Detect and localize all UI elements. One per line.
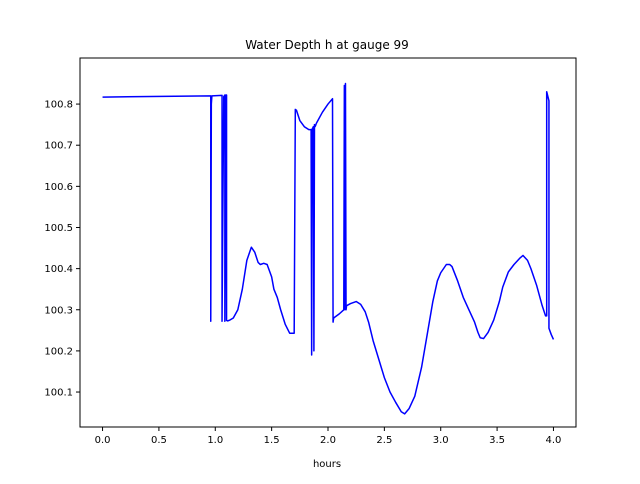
y-tick-label: 100.6 <box>44 182 73 193</box>
x-tick-label: 0.5 <box>151 435 167 446</box>
y-tick-label: 100.7 <box>44 141 73 152</box>
x-tick-label: 0.0 <box>95 435 111 446</box>
y-tick-label: 100.8 <box>44 100 73 111</box>
x-tick-label: 3.0 <box>433 435 449 446</box>
x-tick-label: 2.0 <box>320 435 336 446</box>
y-tick-label: 100.4 <box>44 264 73 275</box>
x-tick-label: 2.5 <box>376 435 392 446</box>
y-tick-label: 100.5 <box>44 223 73 234</box>
x-tick-label: 4.0 <box>546 435 562 446</box>
y-tick-label: 100.2 <box>44 346 73 357</box>
chart-title: Water Depth h at gauge 99 <box>245 38 409 52</box>
x-tick-label: 3.5 <box>489 435 505 446</box>
plot-area <box>102 82 555 415</box>
x-axis-label: hours <box>313 459 341 470</box>
axis-ticks: 0.0 0.5 1.0 1.5 2.0 2.5 3.0 3.5 4.0 100.1 100.2 100… <box>44 100 561 446</box>
series-line-0 <box>102 82 555 415</box>
x-tick-label: 1.0 <box>207 435 223 446</box>
axes-frame <box>79 57 577 428</box>
x-tick-label: 1.5 <box>264 435 280 446</box>
y-tick-label: 100.1 <box>44 388 73 399</box>
y-tick-label: 100.3 <box>44 305 73 316</box>
